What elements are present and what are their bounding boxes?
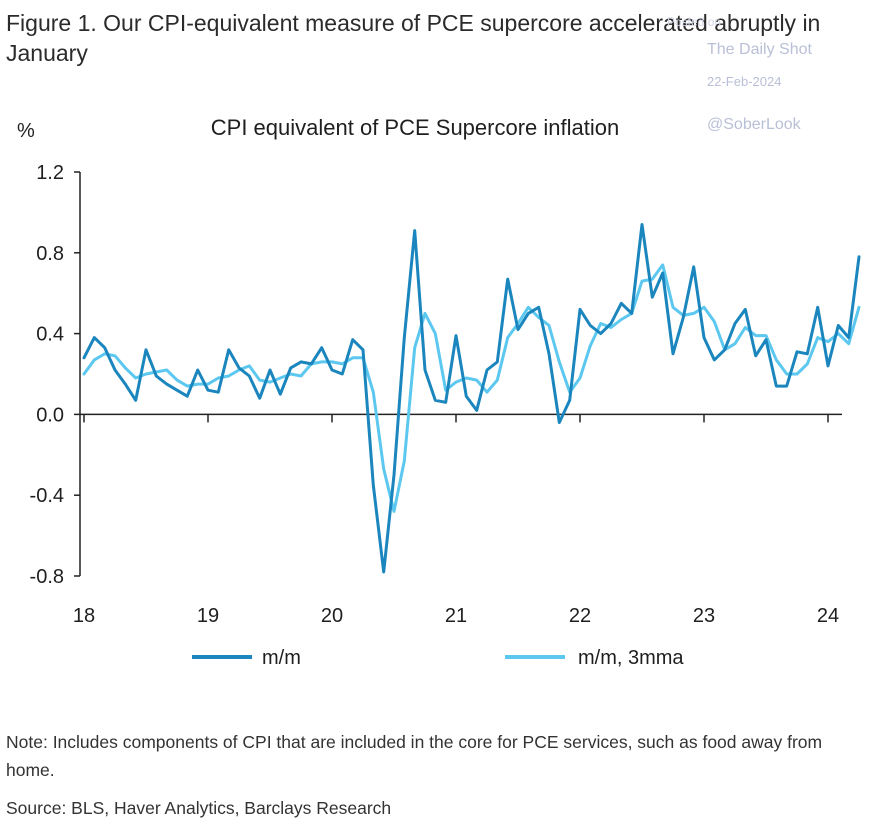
legend-label-mm-3mma: m/m, 3mma bbox=[578, 647, 684, 669]
y-axis-unit: % bbox=[17, 120, 35, 142]
x-tick-label: 21 bbox=[445, 605, 467, 627]
x-tick-label: 20 bbox=[321, 605, 343, 627]
x-tick-label: 22 bbox=[569, 605, 591, 627]
series-lines bbox=[82, 223, 861, 574]
legend: m/m m/m, 3mma bbox=[192, 647, 684, 669]
chart-title: CPI equivalent of PCE Supercore inflatio… bbox=[211, 115, 619, 140]
series-line-mm bbox=[82, 223, 861, 574]
y-tick-label: -0.8 bbox=[30, 566, 64, 588]
watermark-posted: Posted on bbox=[667, 15, 722, 29]
line-chart: CPI equivalent of PCE Supercore inflatio… bbox=[17, 115, 861, 669]
x-tick-label: 24 bbox=[817, 605, 839, 627]
watermark-handle: @SoberLook bbox=[707, 116, 801, 133]
y-tick-label: 1.2 bbox=[36, 162, 64, 184]
x-tick-label: 23 bbox=[693, 605, 715, 627]
legend-label-mm: m/m bbox=[262, 647, 301, 669]
chart-note: Note: Includes components of CPI that ar… bbox=[6, 732, 823, 780]
figure-title: Figure 1. Our CPI-equivalent measure of … bbox=[6, 10, 821, 66]
y-tick-label: 0.4 bbox=[36, 324, 64, 346]
y-tick-label: -0.4 bbox=[30, 485, 64, 507]
axes: 1.2 0.8 0.4 0.0 -0.4 -0.8 18 19 20 21 22 23 24 bbox=[30, 162, 842, 627]
series-line-mm-3mma bbox=[82, 263, 861, 513]
y-tick-label: 0.0 bbox=[36, 404, 64, 426]
y-tick-label: 0.8 bbox=[36, 243, 64, 265]
watermark-date: 22-Feb-2024 bbox=[707, 74, 782, 89]
chart-area: CPI equivalent of PCE Supercore inflatio… bbox=[0, 100, 878, 690]
x-tick-label: 18 bbox=[73, 605, 95, 627]
x-tick-label: 19 bbox=[197, 605, 219, 627]
chart-source: Source: BLS, Haver Analytics, Barclays R… bbox=[6, 798, 392, 818]
watermark-site: The Daily Shot bbox=[707, 41, 812, 58]
